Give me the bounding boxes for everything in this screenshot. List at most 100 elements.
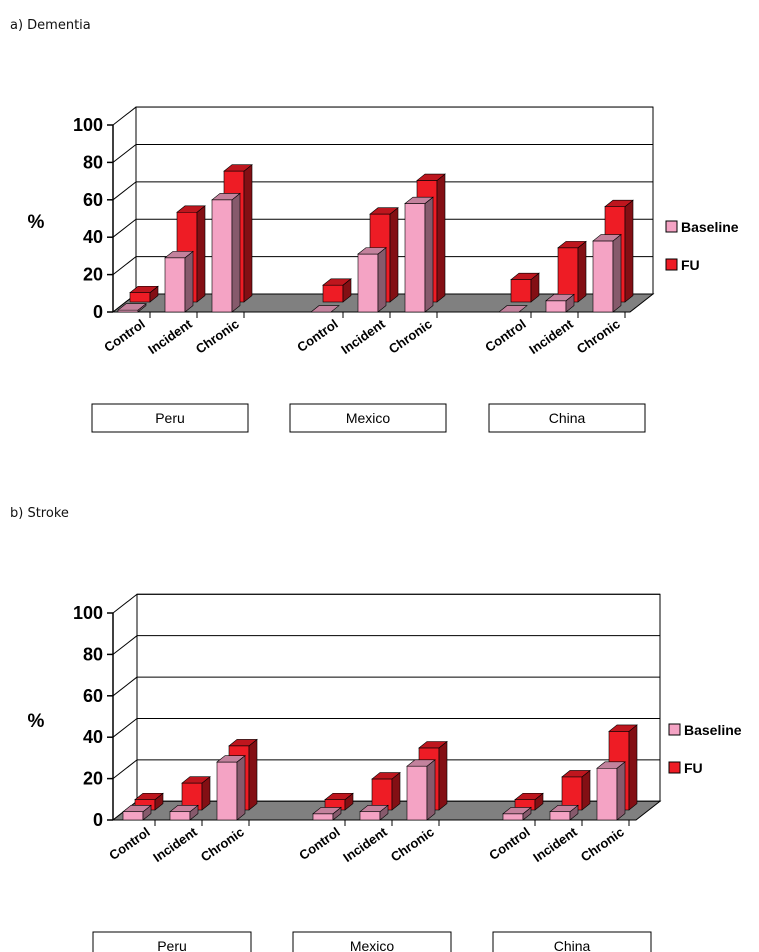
bar-fu-side [436,173,446,303]
legend-swatch [665,258,678,271]
bar-fu-top [322,278,352,286]
y-tick-label: 0 [93,302,103,322]
group-label: Mexico [350,938,395,952]
chart-title: b) Stroke [10,506,69,521]
bar-fu-side [624,199,634,303]
gridline-side [112,144,137,163]
chart-title: a) Dementia [10,18,91,33]
y-tick-label: 80 [83,152,103,172]
bar-fu-top [324,792,354,800]
y-tick-label: 80 [83,644,103,664]
bar-fu-side [628,724,638,811]
bar-baseline [592,233,622,313]
bar-baseline-top [312,807,342,815]
bar-baseline [404,196,434,313]
category-label: Chronic [578,824,627,864]
y-tick-label: 20 [83,769,103,789]
bar-fu-front [322,284,344,303]
bar-fu-front [129,292,151,303]
category-label: Incident [145,316,195,357]
bar-baseline-top [592,234,622,242]
group-box [289,403,447,433]
bar-baseline-top [359,805,389,813]
gridline-side [112,181,137,201]
bar-baseline [357,247,387,313]
bar-baseline-front [164,257,186,313]
category-label: Chronic [574,316,623,356]
bar-baseline-top [117,303,147,311]
legend-swatch [665,220,678,233]
category-label: Incident [530,824,580,865]
legend-swatch [668,723,681,736]
y-tick-label: 40 [83,727,103,747]
bar-fu-top [223,164,253,172]
gridline-side [112,218,137,238]
bar-fu-top [369,207,399,215]
group-box [292,931,452,952]
bar-baseline [545,293,575,313]
bar-fu-front [510,279,532,303]
bar-baseline-front [211,199,233,313]
bar-baseline [310,305,340,313]
bar-baseline-front [216,761,238,821]
bar-baseline-side [231,192,241,313]
gridline-side [112,635,138,655]
bar-fu-top [181,776,211,784]
bar-baseline [549,804,579,821]
bar-fu-side [243,164,253,303]
bar-baseline-side [236,755,246,821]
bar-baseline [596,761,626,821]
bar-baseline [502,806,532,821]
category-label: Chronic [388,824,437,864]
chart-panel-1: a) Dementia020406080100%ControlIncidentC… [10,18,739,433]
bar-baseline-side [616,761,626,821]
bar-baseline-top [406,759,436,767]
category-label: Control [294,316,340,355]
legend-label: Baseline [681,219,739,235]
bar-fu-top [129,285,159,293]
bar-baseline-top [310,305,340,313]
group-box [92,931,252,952]
bar-baseline-side [426,759,436,821]
bar-fu-top [416,173,446,181]
bar-baseline-top [502,807,532,815]
y-tick-label: 100 [73,603,103,623]
bar-baseline-top [549,805,579,813]
bar-fu-top [604,199,634,207]
bar-baseline-top [122,805,152,813]
category-label: Incident [340,824,390,865]
bar-fu-top [510,272,540,280]
group-label: Mexico [346,410,391,426]
bar-fu-top [134,792,164,800]
group-label: Peru [155,410,185,426]
y-tick-label: 0 [93,810,103,830]
bar-fu [322,278,352,303]
group-label: Peru [157,938,187,952]
bar-baseline-front [596,767,618,821]
bar-baseline-side [377,247,387,313]
category-label: Incident [150,824,200,865]
gridline-side [112,593,138,614]
group-label: China [554,938,591,952]
bar-baseline-front [502,813,524,821]
gridline-side [112,256,137,275]
legend-label: FU [684,760,703,776]
category-label: Chronic [386,316,435,356]
group-label: China [549,410,586,426]
bar-baseline-top [216,755,246,763]
bar-fu-side [581,769,591,811]
y-axis-label: % [28,711,45,732]
bar-baseline-front [357,253,379,313]
bar-fu-side [389,207,399,303]
bar-fu [324,792,354,811]
gridline-side [112,676,138,697]
bar-fu [557,240,587,303]
category-label: Control [101,316,147,355]
bar-fu [181,776,211,811]
bar-baseline [122,804,152,821]
bar-fu-top [557,241,587,249]
bar-baseline-top [596,761,626,769]
bar-baseline-top [498,305,528,313]
chart-panel-2: b) Stroke020406080100%ControlIncidentChr… [10,506,742,952]
bar-fu-side [577,240,587,303]
